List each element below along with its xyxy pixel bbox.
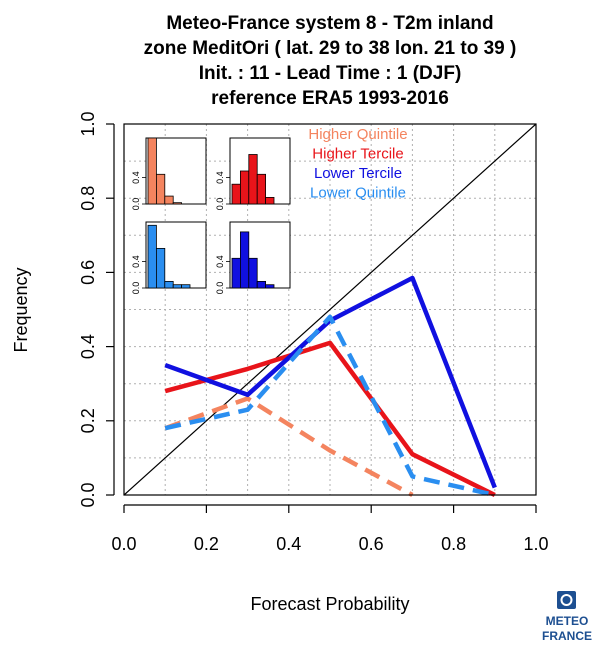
histogram-bar (239, 170, 250, 205)
series-line-higher-tercile (164, 340, 496, 498)
histogram-bar (147, 224, 157, 289)
meteo-france-logo: METEO FRANCE (542, 591, 592, 643)
histogram-bar (248, 154, 258, 205)
histogram-tick-label: 0.4 (131, 255, 141, 268)
title-line-3: Init. : 11 - Lead Time : 1 (DJF) (199, 63, 462, 84)
x-tick-label: 0.4 (276, 534, 301, 554)
histogram-bar (155, 247, 166, 289)
histogram-higher-tercile: 0.0 0.4 (215, 137, 291, 211)
y-tick-label: 0.8 (78, 186, 98, 211)
legend-item-higher-quintile: Higher Quintile (308, 126, 407, 143)
histogram-tick-label: 0.4 (215, 255, 225, 268)
histogram-tick-label: 0.0 (215, 282, 225, 295)
x-tick-label: 0.6 (359, 534, 384, 554)
histogram-tick-label: 0.0 (131, 198, 141, 211)
y-tick-label: 0.2 (78, 408, 98, 433)
y-tick-label: 1.0 (78, 111, 98, 136)
title-line-2: zone MeditOri ( lat. 29 to 38 lon. 21 to… (144, 38, 517, 59)
legend-item-higher-tercile: Higher Tercile (312, 146, 403, 163)
histogram-lower-quintile: 0.0 0.4 (131, 221, 207, 295)
histogram-tick-label: 0.0 (131, 282, 141, 295)
y-tick-label: 0.6 (78, 260, 98, 285)
y-axis-label: Frequency (11, 267, 31, 352)
series-lines (164, 275, 497, 498)
histogram-bar (231, 183, 241, 205)
x-tick-label: 0.0 (111, 534, 136, 554)
histogram-bar (265, 284, 275, 289)
y-tick-label: 0.4 (78, 334, 98, 359)
x-tick-label: 0.2 (194, 534, 219, 554)
histogram-bar (248, 257, 258, 289)
histogram-bar (164, 195, 174, 205)
histogram-higher-quintile: 0.0 0.4 (131, 137, 207, 211)
legend: Higher Quintile Higher Tercile Lower Terci… (308, 126, 407, 202)
histogram-bar (172, 202, 182, 205)
histogram-bar (265, 196, 275, 205)
histogram-bar (164, 280, 174, 289)
histogram-bar (181, 284, 191, 289)
histogram-bar (256, 280, 267, 289)
histogram-tick-label: 0.0 (215, 198, 225, 211)
series-line-higher-quintile (164, 396, 414, 497)
histogram-bar (155, 173, 166, 205)
chart-title: Meteo-France system 8 - T2m inland zone … (144, 13, 517, 109)
histogram-bar (231, 257, 241, 289)
x-tick-label: 0.8 (441, 534, 466, 554)
histogram-tick-label: 0.4 (131, 171, 141, 184)
y-tick-label: 0.0 (78, 482, 98, 507)
logo-text-line2: FRANCE (542, 629, 592, 643)
logo-icon-circle (560, 594, 573, 606)
series-line-lower-quintile (164, 314, 496, 498)
legend-item-lower-tercile: Lower Tercile (314, 165, 402, 182)
axes: 0.0 0.2 0.4 0.6 0.8 1.0 0.0 0.2 0.4 0.6 0.8 1.0 (78, 111, 549, 554)
title-line-1: Meteo-France system 8 - T2m inland (166, 13, 493, 34)
perfect-reliability-diagonal (123, 123, 537, 496)
histogram-lower-tercile: 0.0 0.4 (215, 221, 291, 295)
diagonal-line (123, 123, 537, 496)
histogram-bar (172, 284, 182, 289)
legend-item-lower-quintile: Lower Quintile (310, 185, 406, 202)
x-axis-label: Forecast Probability (250, 594, 409, 614)
logo-text-line1: METEO (546, 614, 589, 628)
histogram-tick-label: 0.4 (215, 171, 225, 184)
logo-icon (557, 591, 576, 609)
title-line-4: reference ERA5 1993-2016 (211, 88, 449, 109)
x-tick-label: 1.0 (523, 534, 548, 554)
histogram-bar (239, 231, 250, 289)
histogram-bar (256, 173, 267, 205)
sharpness-histograms: 0.0 0.4 0.0 0.4 0.0 0.4 0.0 0.4 (131, 137, 291, 295)
plot-frame (123, 123, 537, 496)
histogram-bar (147, 137, 157, 205)
